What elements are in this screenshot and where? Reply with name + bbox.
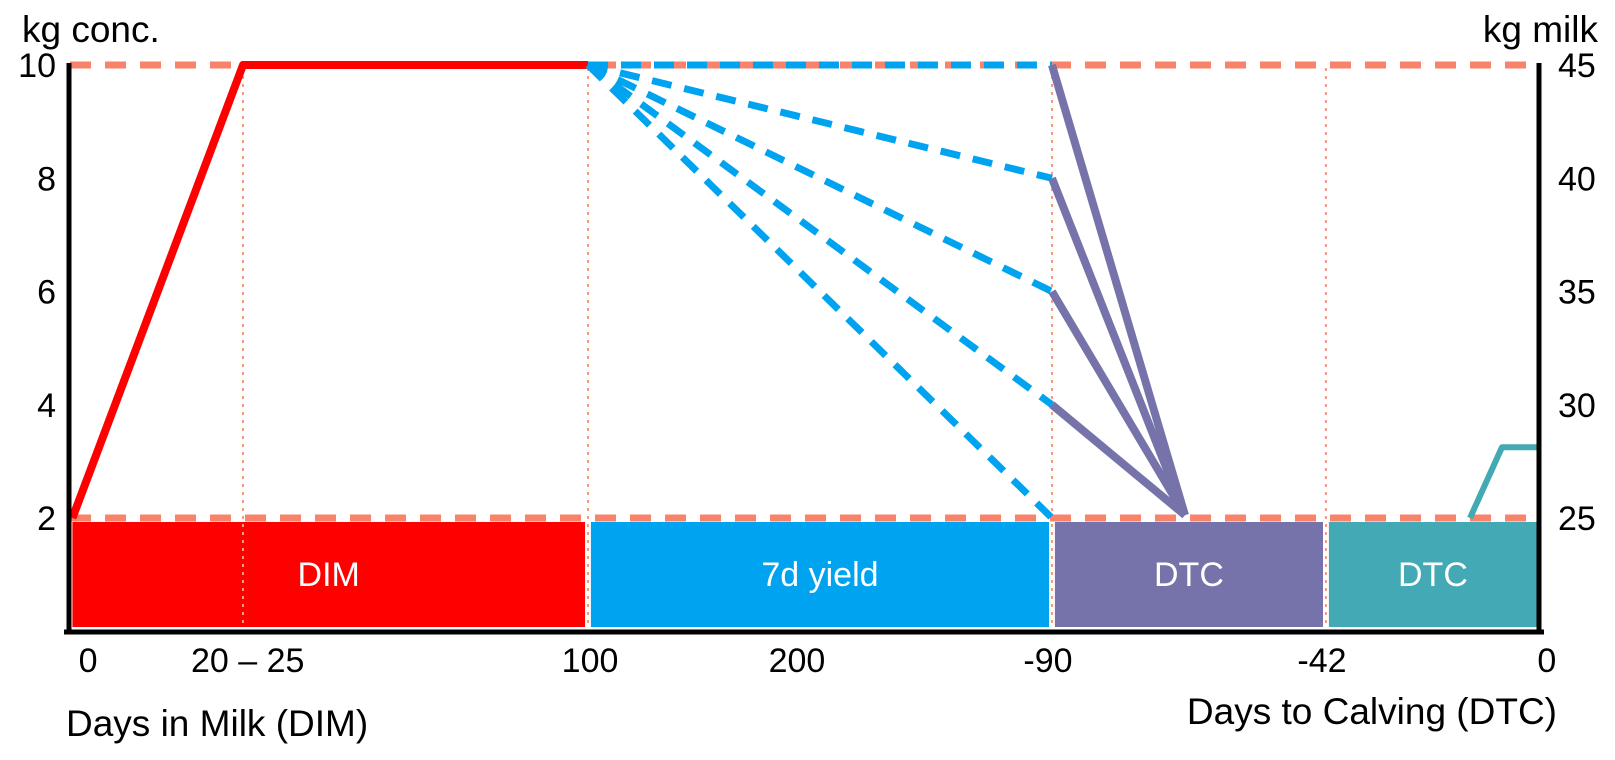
y-right-tick-30: 30	[1558, 387, 1596, 425]
y-left-tick-2: 2	[37, 500, 56, 538]
concentrate-lactation-ramp-line	[68, 61, 588, 520]
y-right-axis-title: kg milk	[1483, 9, 1599, 50]
x-right-axis-title: Days to Calving (DTC)	[1187, 691, 1557, 732]
dtc-taper-from-10-line	[1048, 63, 1189, 517]
x-tick-6: 0	[1537, 642, 1556, 680]
yield-fan-35kg-line	[586, 61, 1054, 295]
y-left-tick-8: 8	[37, 160, 56, 198]
dtc-taper-from-8-line	[1048, 176, 1189, 517]
x-tick-2: 100	[562, 642, 619, 680]
yield-fan-30kg-line	[585, 62, 1055, 408]
phase-band-2	[1054, 522, 1323, 627]
x-tick-0: 0	[79, 642, 98, 680]
y-left-tick-6: 6	[37, 274, 56, 312]
yield-fan-25kg-line	[585, 62, 1055, 521]
y-right-tick-35: 35	[1558, 274, 1596, 312]
phase-band-label-3: DTC	[1398, 556, 1468, 594]
phase-band-label-1: 7d yield	[761, 556, 878, 594]
x-tick-5: -42	[1297, 642, 1346, 680]
y-left-axis-title: kg conc.	[22, 9, 160, 50]
phase-band-label-2: DTC	[1154, 556, 1224, 594]
phase-band-0	[72, 522, 586, 627]
yield-fan-40kg-line	[587, 61, 1053, 182]
dtc-taper-from-6-line	[1048, 289, 1189, 518]
dtc-taper-from-4-line	[1049, 401, 1188, 519]
y-right-tick-45: 45	[1558, 47, 1596, 85]
phase-band-3	[1328, 522, 1538, 627]
x-tick-1: 20 – 25	[191, 642, 304, 680]
y-right-tick-25: 25	[1558, 500, 1596, 538]
x-tick-3: 200	[769, 642, 826, 680]
y-left-tick-10: 10	[18, 47, 56, 85]
x-tick-4: -90	[1023, 642, 1072, 680]
y-right-tick-40: 40	[1558, 160, 1596, 198]
x-left-axis-title: Days in Milk (DIM)	[66, 703, 368, 744]
y-left-tick-4: 4	[37, 387, 56, 425]
pre-calving-ramp-line	[1467, 444, 1538, 520]
phase-band-1	[590, 522, 1050, 627]
phase-band-label-0: DIM	[298, 556, 360, 594]
